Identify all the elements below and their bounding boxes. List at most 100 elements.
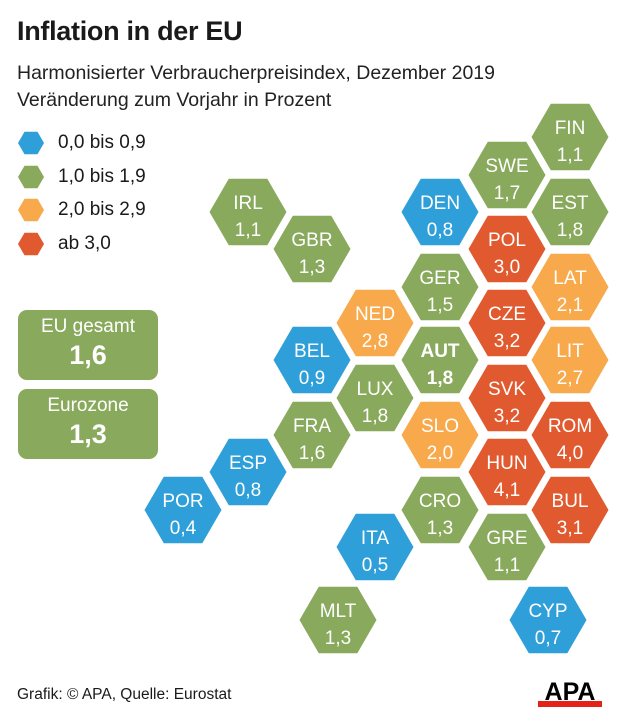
- hex-tile: [531, 476, 609, 544]
- hex-tile: [531, 326, 609, 394]
- legend-label: 0,0 bis 0,9: [58, 132, 146, 153]
- hex-ned: NED 2,8: [336, 289, 414, 357]
- country-value: 0,5: [362, 555, 388, 576]
- legend-item: 2,0 bis 2,9: [18, 197, 146, 223]
- hex-tile: [401, 253, 479, 321]
- hex-bel: BEL 0,9: [273, 326, 351, 394]
- country-code: SWE: [485, 156, 528, 177]
- summary-label: Eurozone: [47, 395, 129, 416]
- country-code: MLT: [320, 601, 357, 622]
- country-code: GRE: [486, 528, 527, 549]
- legend-hex-icon: [18, 131, 44, 155]
- country-code: POL: [488, 230, 526, 251]
- country-value: 4,0: [557, 443, 583, 464]
- country-value: 1,8: [427, 368, 453, 389]
- hex-cro: CRO 1,3: [401, 476, 479, 544]
- hex-tile: [509, 586, 587, 654]
- country-value: 2,0: [427, 443, 453, 464]
- country-code: EST: [552, 193, 589, 214]
- hex-est: EST 1,8: [531, 178, 609, 246]
- country-value: 2,7: [557, 368, 583, 389]
- country-code: SVK: [488, 379, 526, 400]
- legend-item: ab 3,0: [18, 231, 111, 257]
- country-code: CZE: [488, 304, 526, 325]
- hex-tile: [273, 326, 351, 394]
- country-value: 1,3: [325, 628, 351, 649]
- summary-box: Eurozone 1,3: [18, 389, 158, 459]
- legend-hex-icon: [18, 198, 44, 222]
- country-code: POR: [162, 491, 203, 512]
- hex-tile: [401, 476, 479, 544]
- country-value: 3,0: [494, 257, 520, 278]
- country-code: ROM: [548, 416, 592, 437]
- country-value: 4,1: [494, 480, 520, 501]
- hex-tile: [468, 215, 546, 283]
- country-value: 1,8: [362, 406, 388, 427]
- legend-item: 1,0 bis 1,9: [18, 164, 146, 190]
- country-value: 3,1: [557, 518, 583, 539]
- country-code: ESP: [229, 453, 267, 474]
- hex-irl: IRL 1,1: [209, 178, 287, 246]
- hex-tile: [336, 364, 414, 432]
- summary-box: EU gesamt 1,6: [18, 310, 158, 380]
- hex-lit: LIT 2,7: [531, 326, 609, 394]
- hex-cyp: CYP 0,7: [509, 586, 587, 654]
- hex-hun: HUN 4,1: [468, 438, 546, 506]
- legend-item: 0,0 bis 0,9: [18, 130, 146, 156]
- hex-bul: BUL 3,1: [531, 476, 609, 544]
- country-value: 1,5: [427, 295, 453, 316]
- hex-tile: [401, 326, 479, 394]
- country-code: GER: [419, 268, 460, 289]
- hex-ger: GER 1,5: [401, 253, 479, 321]
- country-value: 0,4: [170, 518, 197, 539]
- hex-esp: ESP 0,8: [209, 438, 287, 506]
- hex-lat: LAT 2,1: [531, 253, 609, 321]
- hex-gre: GRE 1,1: [468, 513, 546, 581]
- page-title: Inflation in der EU: [17, 16, 243, 46]
- country-code: GBR: [291, 230, 332, 251]
- country-code: LIT: [556, 341, 584, 362]
- hex-tile: [468, 513, 546, 581]
- country-value: 1,1: [494, 555, 520, 576]
- hex-tile: [468, 438, 546, 506]
- hex-tile: [531, 178, 609, 246]
- hex-por: POR 0,4: [144, 476, 222, 544]
- country-code: IRL: [233, 193, 263, 214]
- hex-tile: [468, 141, 546, 209]
- hex-fin: FIN 1,1: [531, 103, 609, 171]
- country-code: BEL: [294, 341, 330, 362]
- legend-hex-icon: [18, 232, 44, 255]
- legend-label: 2,0 bis 2,9: [58, 199, 146, 220]
- hex-tile: [401, 401, 479, 469]
- country-value: 1,3: [299, 257, 325, 278]
- legend-label: 1,0 bis 1,9: [58, 165, 146, 187]
- country-value: 0,9: [299, 368, 325, 389]
- country-value: 0,7: [535, 628, 561, 649]
- country-value: 1,8: [557, 220, 583, 241]
- country-code: SLO: [421, 416, 459, 437]
- hex-tile: [273, 401, 351, 469]
- country-value: 1,7: [494, 183, 520, 204]
- hex-den: DEN 0,8: [401, 178, 479, 246]
- country-code: NED: [355, 304, 395, 325]
- hex-tile: [468, 364, 546, 432]
- hex-cze: CZE 3,2: [468, 289, 546, 357]
- hex-swe: SWE 1,7: [468, 141, 546, 209]
- country-value: 1,3: [427, 518, 453, 539]
- hex-mlt: MLT 1,3: [299, 586, 377, 654]
- country-code: CYP: [528, 601, 567, 622]
- summary-label: EU gesamt: [41, 316, 135, 337]
- hex-tile: [273, 215, 351, 283]
- hex-aut: AUT 1,8: [401, 326, 479, 394]
- hex-slo: SLO 2,0: [401, 401, 479, 469]
- hex-pol: POL 3,0: [468, 215, 546, 283]
- legend-hex-icon: [18, 165, 44, 188]
- country-value: 3,2: [494, 406, 520, 427]
- country-code: BUL: [552, 491, 589, 512]
- country-value: 2,1: [557, 295, 583, 316]
- country-value: 3,2: [494, 331, 520, 352]
- country-code: AUT: [420, 341, 459, 362]
- subtitle-unit: Veränderung zum Vorjahr in Prozent: [17, 89, 332, 111]
- hex-fra: FRA 1,6: [273, 401, 351, 469]
